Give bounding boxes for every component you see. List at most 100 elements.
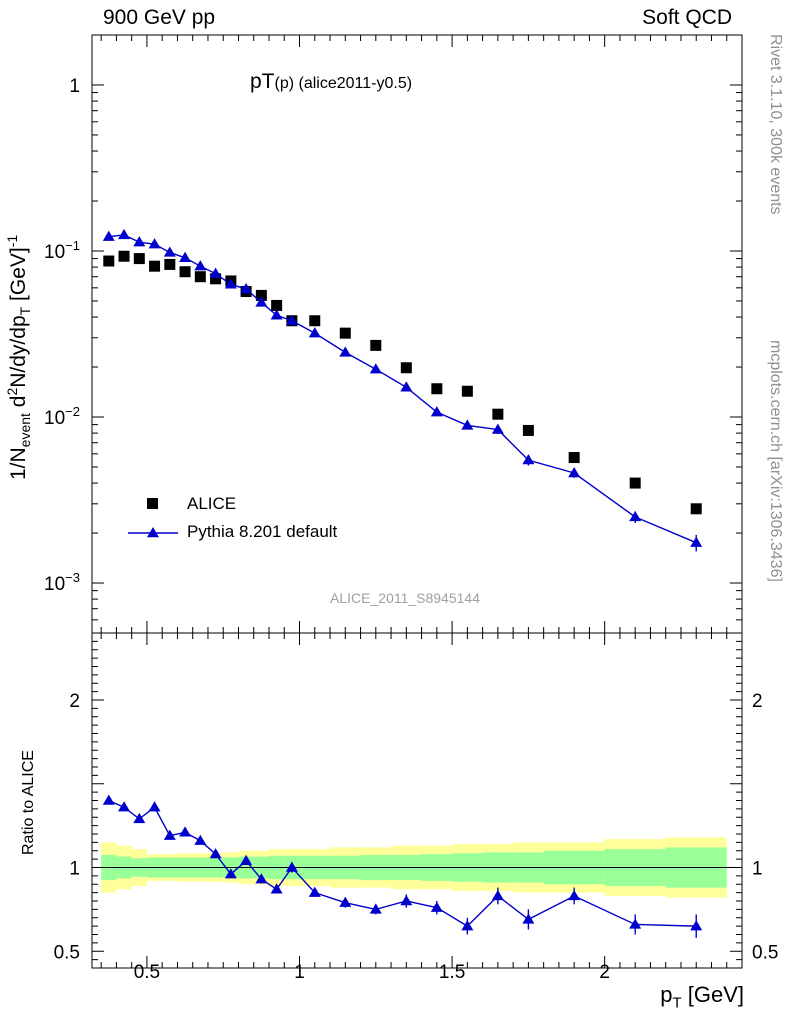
ratio-y-tick-label: 0.5 <box>54 942 80 963</box>
alice-point <box>118 250 130 262</box>
header-right-label: Soft QCD <box>642 6 732 29</box>
ratio-pythia-point <box>194 834 207 845</box>
ratio-y-tick-label-right: 2 <box>752 691 763 712</box>
pythia-point <box>270 309 283 320</box>
ratio-pythia-point <box>163 829 176 840</box>
pythia-point <box>339 346 352 357</box>
x-tick-label: 2 <box>599 962 610 983</box>
ratio-y-tick-label-right: 0.5 <box>752 942 778 963</box>
xlabel-part: p <box>660 982 673 1007</box>
alice-point <box>370 339 382 351</box>
pythia-point <box>568 466 581 478</box>
alice-point <box>629 477 641 489</box>
pythia-point <box>224 278 237 289</box>
header-left-label: 900 GeV pp <box>103 6 216 29</box>
title-sub: (p) <box>274 75 295 92</box>
pythia-point <box>179 251 192 262</box>
legend-label-pythia: Pythia 8.201 default <box>187 522 338 541</box>
ratio-pythia-point <box>400 895 413 906</box>
x-tick-label: 1 <box>294 962 305 983</box>
alice-point <box>309 315 321 327</box>
pythia-point <box>400 381 413 392</box>
ratio-pythia-point <box>255 873 268 884</box>
alice-point <box>492 408 504 420</box>
ratio-pythia-point <box>339 896 352 907</box>
pythia-point <box>491 423 504 434</box>
ratio-pythia-point <box>568 889 581 901</box>
ratio-frame <box>91 632 743 969</box>
pythia-point <box>629 510 642 522</box>
pythia-point <box>430 406 443 417</box>
ylabel-part: [GeV] <box>7 247 30 307</box>
ratio-pythia-point <box>690 920 703 931</box>
main-plot-data <box>102 228 703 552</box>
pythia-point <box>255 296 268 307</box>
alice-point <box>461 385 473 397</box>
alice-point <box>690 503 702 515</box>
ratio-pythia-point <box>369 903 382 914</box>
ylabel-part: N/dy/dp <box>7 315 30 388</box>
ratio-pythia-point <box>491 889 504 901</box>
tick-labels: 0.5 1 1.5 2 10−3 10−2 10−1 1 0.5 0.5 1 1 2 2 <box>44 76 778 983</box>
ylabel-part: 1/N <box>7 447 30 480</box>
alice-point <box>255 289 267 301</box>
alice-point <box>179 266 191 278</box>
y-axis-label-ratio: Ratio to ALICE <box>20 750 37 855</box>
ratio-pythia-point <box>308 886 321 897</box>
pythia-point <box>690 536 703 547</box>
x-tick-label: 1.5 <box>439 962 465 983</box>
legend-label-alice: ALICE <box>187 494 237 513</box>
pythia-point <box>148 238 161 249</box>
legend-alice-marker <box>147 498 158 509</box>
alice-point <box>210 273 222 285</box>
alice-point <box>271 299 283 311</box>
alice-point <box>149 260 161 272</box>
ratio-y-tick-label: 1 <box>69 859 80 880</box>
pythia-point <box>461 419 474 430</box>
x-axis-label: pT [GeV] <box>660 982 744 1011</box>
alice-point <box>164 258 176 270</box>
pythia-point <box>285 314 298 325</box>
ratio-pythia-point <box>270 883 283 894</box>
alice-point <box>133 253 145 265</box>
ratio-pythia-point <box>179 826 192 837</box>
alice-point <box>522 424 534 436</box>
ratio-pythia-point <box>522 913 535 924</box>
ratio-plot-data <box>102 794 703 938</box>
y-axis-label-main: 1/Nevent d2N/dy/dpT [GeV]-1 <box>4 235 33 480</box>
alice-point <box>431 383 443 395</box>
ratio-pythia-point <box>224 868 237 879</box>
legend-markers <box>128 498 178 538</box>
pythia-point <box>102 230 115 241</box>
ratio-pythia-point <box>133 812 146 824</box>
ratio-pythia-point <box>461 920 474 931</box>
ratio-pythia-point <box>102 794 115 805</box>
ylabel-part: d <box>7 395 30 414</box>
ylabel-sub: event <box>17 413 34 448</box>
ratio-pythia-point <box>285 861 298 872</box>
y-tick-label: 10−3 <box>44 570 80 595</box>
y-tick-label: 10−2 <box>44 404 80 429</box>
ratio-y-tick-label: 2 <box>69 691 80 712</box>
ylabel-sup: -1 <box>4 234 20 248</box>
analysis-watermark: ALICE_2011_S8945144 <box>330 590 480 606</box>
ratio-y-tick-label-right: 1 <box>752 859 763 880</box>
plot-title: pT(p) (alice2011-y0.5) <box>250 70 412 94</box>
alice-point <box>400 362 412 374</box>
xlabel-sub: T <box>672 994 682 1012</box>
source-label: mcplots.cern.ch [arXiv:1306.3436] <box>767 340 784 582</box>
ratio-pythia-point <box>209 848 222 859</box>
ratio-pythia-point <box>118 801 131 812</box>
pythia-point <box>240 283 253 294</box>
ratio-pythia-point <box>430 901 443 912</box>
pythia-point <box>163 246 176 257</box>
pythia-point <box>308 327 321 338</box>
xlabel-part: [GeV] <box>681 982 744 1007</box>
axis-ticks <box>92 34 743 968</box>
y-tick-label: 10−1 <box>44 238 80 263</box>
title-rest: (alice2011-y0.5) <box>294 75 413 92</box>
alice-point <box>568 452 580 464</box>
title-main: pT <box>250 70 275 93</box>
pythia-point <box>194 260 207 271</box>
